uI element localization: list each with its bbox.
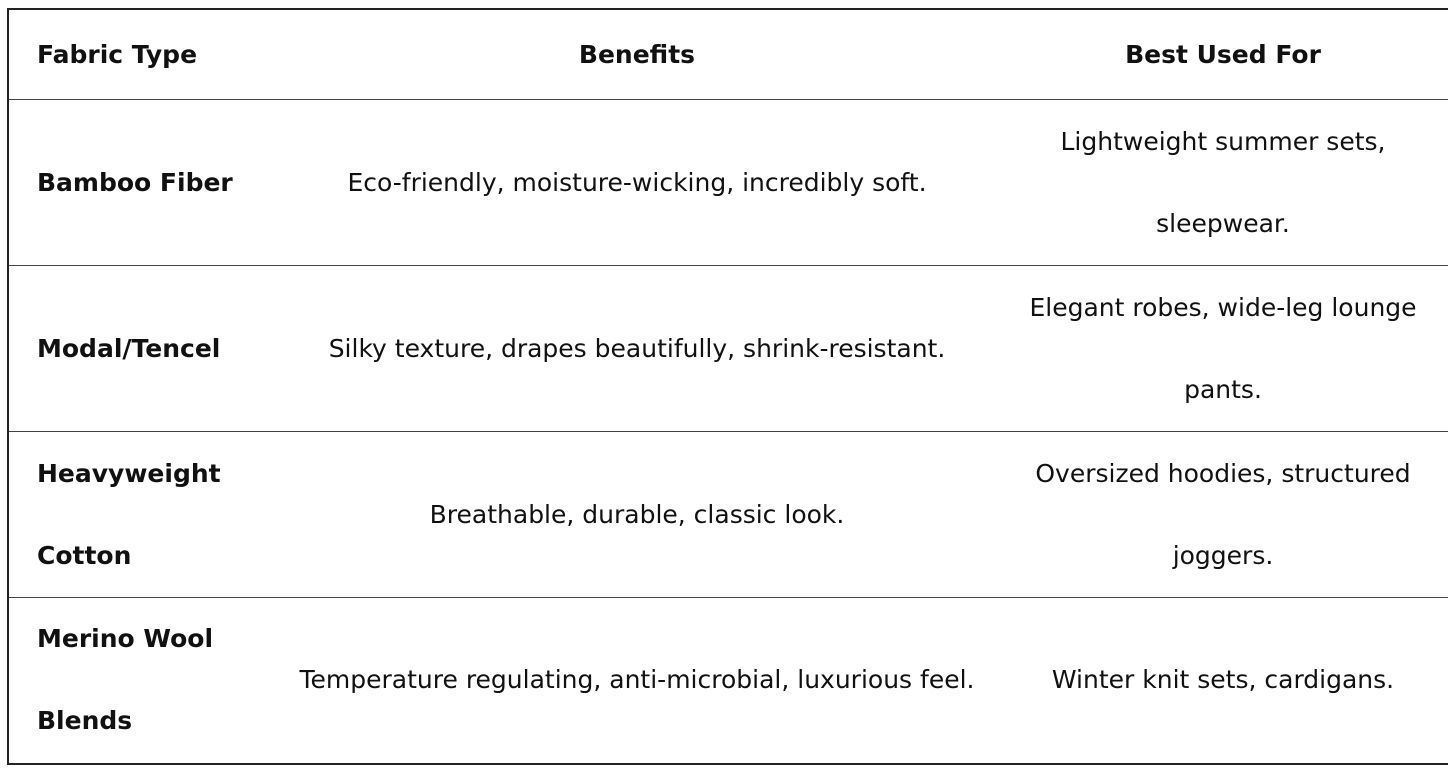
header-cell: Benefits xyxy=(285,8,989,100)
benefits-cell: Temperature regulating, anti-microbial, … xyxy=(285,597,989,764)
use-cell: Oversized hoodies, structured joggers. xyxy=(989,431,1448,598)
fabric-cell: Merino Wool Blends xyxy=(8,597,285,764)
header-cell: Best Used For xyxy=(989,8,1448,100)
table-row: Bamboo Fiber Eco-friendly, moisture-wicki… xyxy=(8,99,1448,266)
table-header: Fabric Type Benefits Best Used For xyxy=(8,8,1448,100)
header-row: Fabric Type Benefits Best Used For xyxy=(8,8,1448,100)
table-body: Bamboo Fiber Eco-friendly, moisture-wicki… xyxy=(8,99,1448,764)
header-cell: Fabric Type xyxy=(8,8,285,100)
use-cell: Elegant robes, wide-leg lounge pants. xyxy=(989,265,1448,432)
use-cell: Lightweight summer sets, sleepwear. xyxy=(989,99,1448,266)
fabric-table: Fabric Type Benefits Best Used For Bambo… xyxy=(7,8,1448,765)
table-row: Modal/Tencel Silky texture, drapes beauti… xyxy=(8,265,1448,432)
benefits-cell: Eco-friendly, moisture-wicking, incredib… xyxy=(285,99,989,266)
table-row: Heavyweight Cotton Breathable, durable, c… xyxy=(8,431,1448,598)
table-row: Merino Wool Blends Temperature regulating… xyxy=(8,597,1448,764)
use-cell: Winter knit sets, cardigans. xyxy=(989,597,1448,764)
fabric-cell: Modal/Tencel xyxy=(8,265,285,432)
benefits-cell: Breathable, durable, classic look. xyxy=(285,431,989,598)
fabric-cell: Heavyweight Cotton xyxy=(8,431,285,598)
benefits-cell: Silky texture, drapes beautifully, shrin… xyxy=(285,265,989,432)
fabric-cell: Bamboo Fiber xyxy=(8,99,285,266)
